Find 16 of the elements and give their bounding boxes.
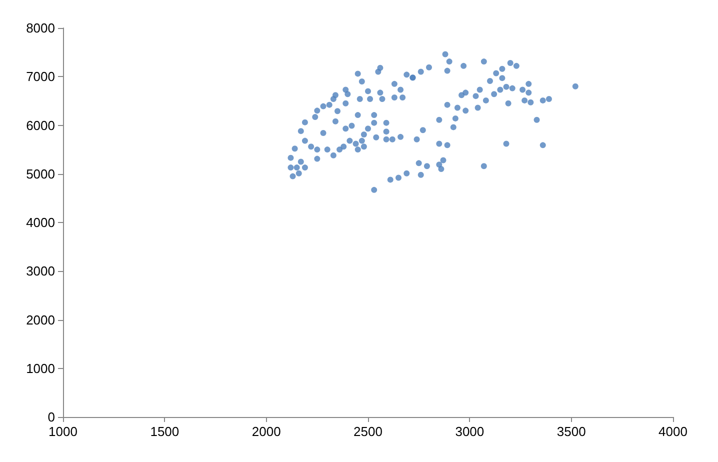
x-tick-label: 3000 xyxy=(455,424,484,439)
y-tick-label: 6000 xyxy=(26,118,55,133)
x-tick-label: 4000 xyxy=(658,424,688,439)
y-tick-label: 1000 xyxy=(26,360,55,376)
y-tick-label: 8000 xyxy=(26,20,55,36)
x-tick-label: 2000 xyxy=(252,424,281,439)
x-tick-label: 1000 xyxy=(48,424,78,439)
y-tick-label: 7000 xyxy=(26,69,55,84)
x-tick-label: 1500 xyxy=(150,424,180,439)
y-tick-label: 2000 xyxy=(26,312,55,328)
y-tick-label: 3000 xyxy=(26,264,55,279)
y-tick-label: 4000 xyxy=(26,215,55,230)
y-tick-label: 5000 xyxy=(26,166,55,182)
x-tick-label: 3500 xyxy=(556,424,586,439)
x-tick-label: 2500 xyxy=(354,424,382,439)
y-tick-label: 0 xyxy=(48,410,55,424)
